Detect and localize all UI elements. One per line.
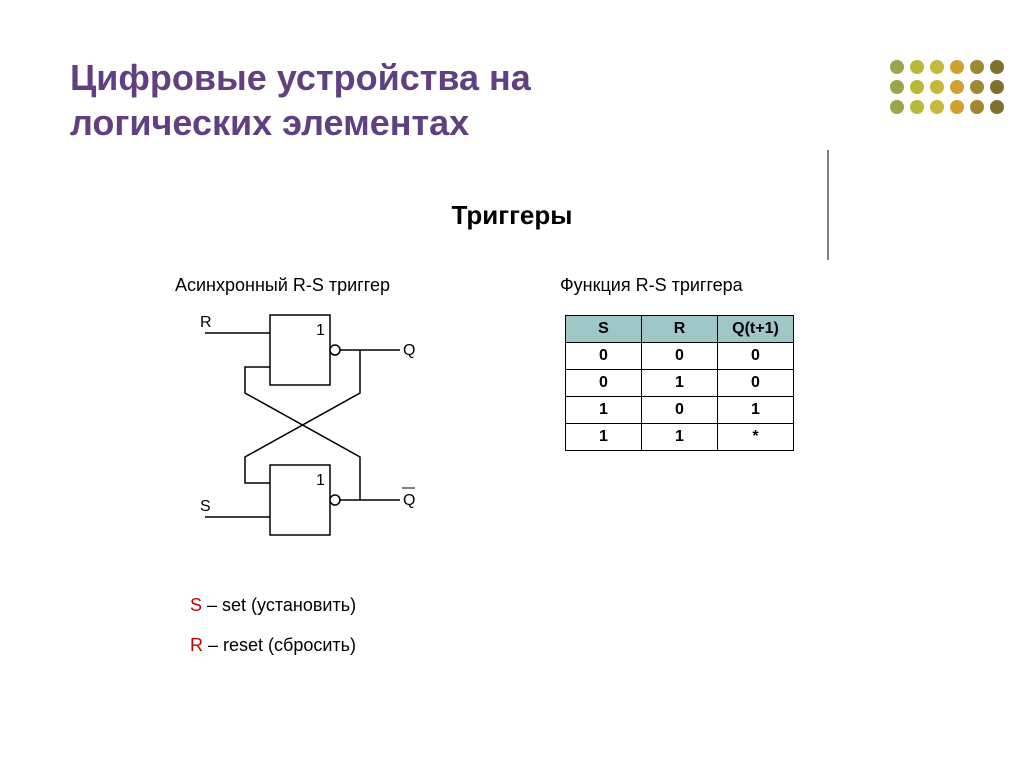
table-row: 11* <box>566 424 794 451</box>
svg-text:S: S <box>200 498 211 515</box>
decor-dot <box>950 60 964 74</box>
decor-dot <box>910 100 924 114</box>
table-cell: 0 <box>566 370 642 397</box>
decor-dot <box>910 60 924 74</box>
decor-dots <box>890 60 1004 120</box>
decor-dot <box>990 100 1004 114</box>
truth-table: SRQ(t+1) 00001010111* <box>565 315 794 451</box>
decor-dot <box>970 60 984 74</box>
table-row: 000 <box>566 343 794 370</box>
decor-dot <box>930 60 944 74</box>
decor-dot <box>990 60 1004 74</box>
legend-r-text: – reset (сбросить) <box>203 635 356 655</box>
diagram-caption: Асинхронный R-S триггер <box>175 275 390 296</box>
table-cell: 0 <box>642 343 718 370</box>
table-cell: 1 <box>718 397 794 424</box>
table-header-cell: R <box>642 316 718 343</box>
svg-text:1: 1 <box>316 472 325 489</box>
table-cell: 1 <box>566 424 642 451</box>
table-cell: 1 <box>566 397 642 424</box>
table-cell: 1 <box>642 424 718 451</box>
table-cell: * <box>718 424 794 451</box>
decor-dot <box>910 80 924 94</box>
table-body: 00001010111* <box>566 343 794 451</box>
decor-dot <box>970 80 984 94</box>
table-header-cell: Q(t+1) <box>718 316 794 343</box>
table-header-cell: S <box>566 316 642 343</box>
decor-dot <box>950 80 964 94</box>
slide-title: Цифровые устройства на логических элемен… <box>70 55 531 145</box>
subtitle: Триггеры <box>0 200 1024 231</box>
decor-dot <box>890 60 904 74</box>
table-row: 101 <box>566 397 794 424</box>
table-cell: 0 <box>718 343 794 370</box>
svg-text:Q: Q <box>403 492 415 509</box>
table-cell: 0 <box>718 370 794 397</box>
table-row: 010 <box>566 370 794 397</box>
title-line-2: логических элементах <box>70 102 469 143</box>
decor-dot <box>890 80 904 94</box>
decor-dot <box>930 80 944 94</box>
table-cell: 0 <box>566 343 642 370</box>
legend-s-text: – set (установить) <box>202 595 356 615</box>
decor-dot <box>930 100 944 114</box>
svg-text:Q: Q <box>403 342 415 359</box>
legend-r: R – reset (сбросить) <box>190 635 356 656</box>
table-header-row: SRQ(t+1) <box>566 316 794 343</box>
decor-dot <box>990 80 1004 94</box>
legend-s: S – set (установить) <box>190 595 356 616</box>
title-line-1: Цифровые устройства на <box>70 57 531 98</box>
decor-dot <box>890 100 904 114</box>
svg-text:R: R <box>200 314 212 331</box>
table-cell: 1 <box>642 370 718 397</box>
svg-text:1: 1 <box>316 322 325 339</box>
rs-trigger-diagram: 1 1 R S Q Q <box>200 305 420 555</box>
legend-s-symbol: S <box>190 595 202 615</box>
decor-dot <box>950 100 964 114</box>
decor-dot <box>970 100 984 114</box>
table-caption: Функция R-S триггера <box>560 275 743 296</box>
legend-r-symbol: R <box>190 635 203 655</box>
table-cell: 0 <box>642 397 718 424</box>
